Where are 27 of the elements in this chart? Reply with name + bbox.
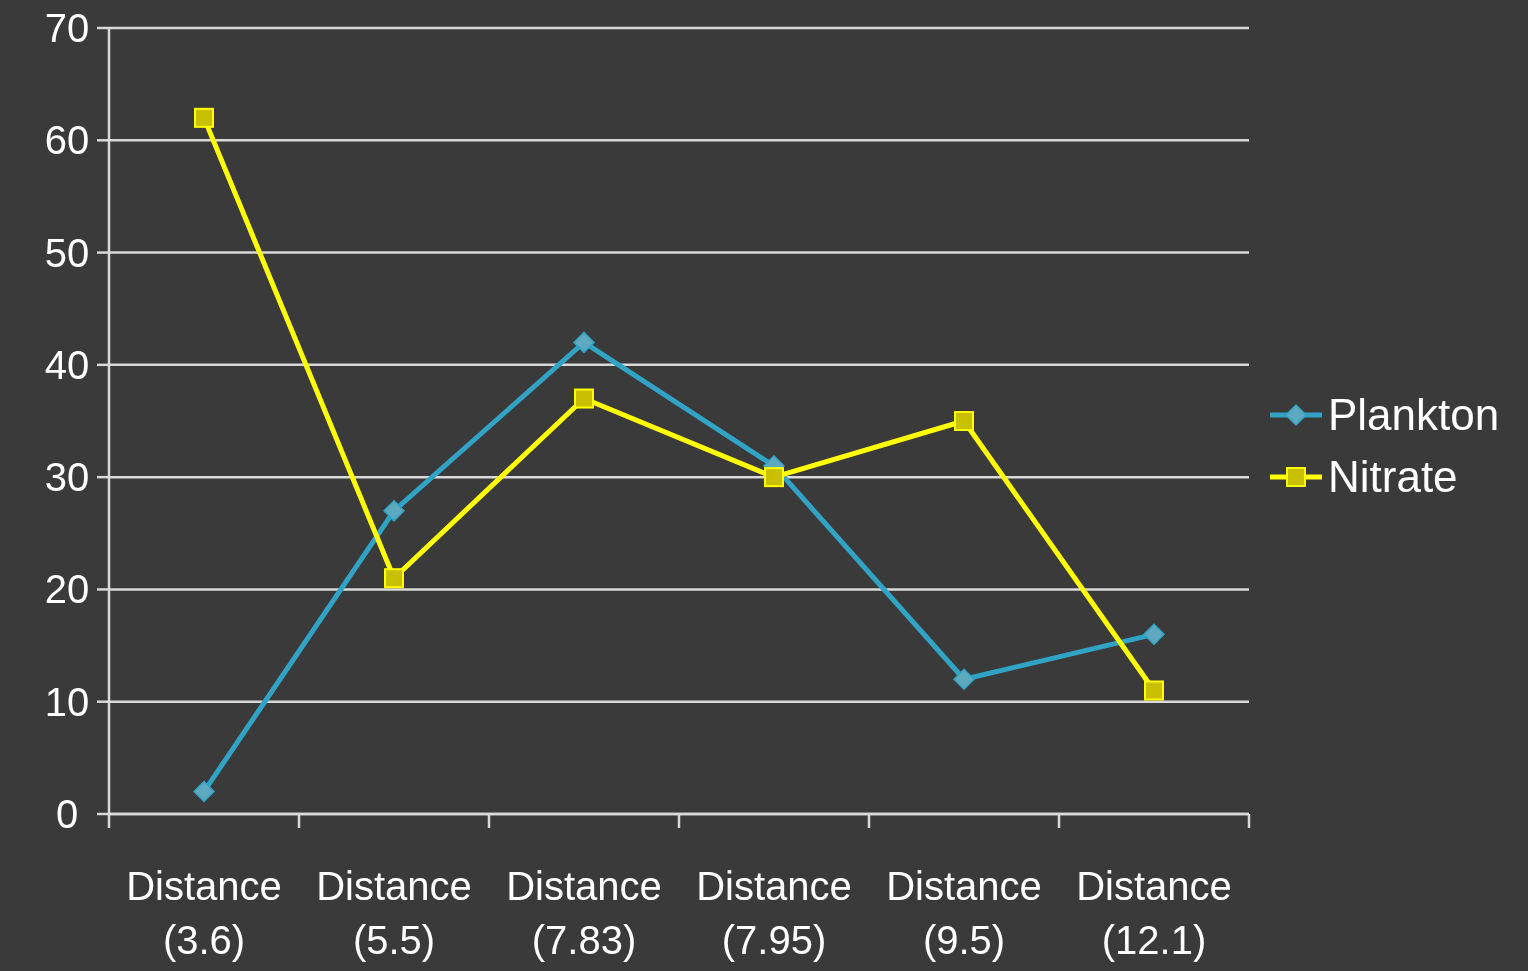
y-tick-label: 70 [44,6,90,50]
point [194,107,214,128]
point [764,467,784,488]
point [383,500,405,522]
y-tick-label: 50 [44,230,90,275]
x-tick-label: Distance (3.6) [126,864,282,962]
x-tick-label: Distance (5.5) [316,864,472,962]
y-tick-label: 20 [44,567,90,612]
point [1144,680,1164,701]
x-tick-label: Distance (7.95) [696,864,852,962]
point [574,388,594,409]
x-tick-label: Distance (9.5) [886,864,1042,962]
x-tick-label: Distance (12.1) [1076,864,1232,962]
y-tick-label: 30 [44,455,90,500]
legend-label: Plankton [1328,390,1500,440]
point [193,780,215,803]
y-tick-label: 60 [44,118,90,163]
point [953,668,975,691]
x-tick-label: Distance (7.83) [506,864,662,962]
point [384,568,404,589]
y-tick-label: 10 [44,679,90,724]
y-tick-label: 0 [55,792,79,836]
legend-label: Nitrate [1328,452,1458,502]
point [1143,623,1165,646]
point [573,331,595,354]
point [954,411,974,431]
y-tick-label: 40 [44,342,90,387]
